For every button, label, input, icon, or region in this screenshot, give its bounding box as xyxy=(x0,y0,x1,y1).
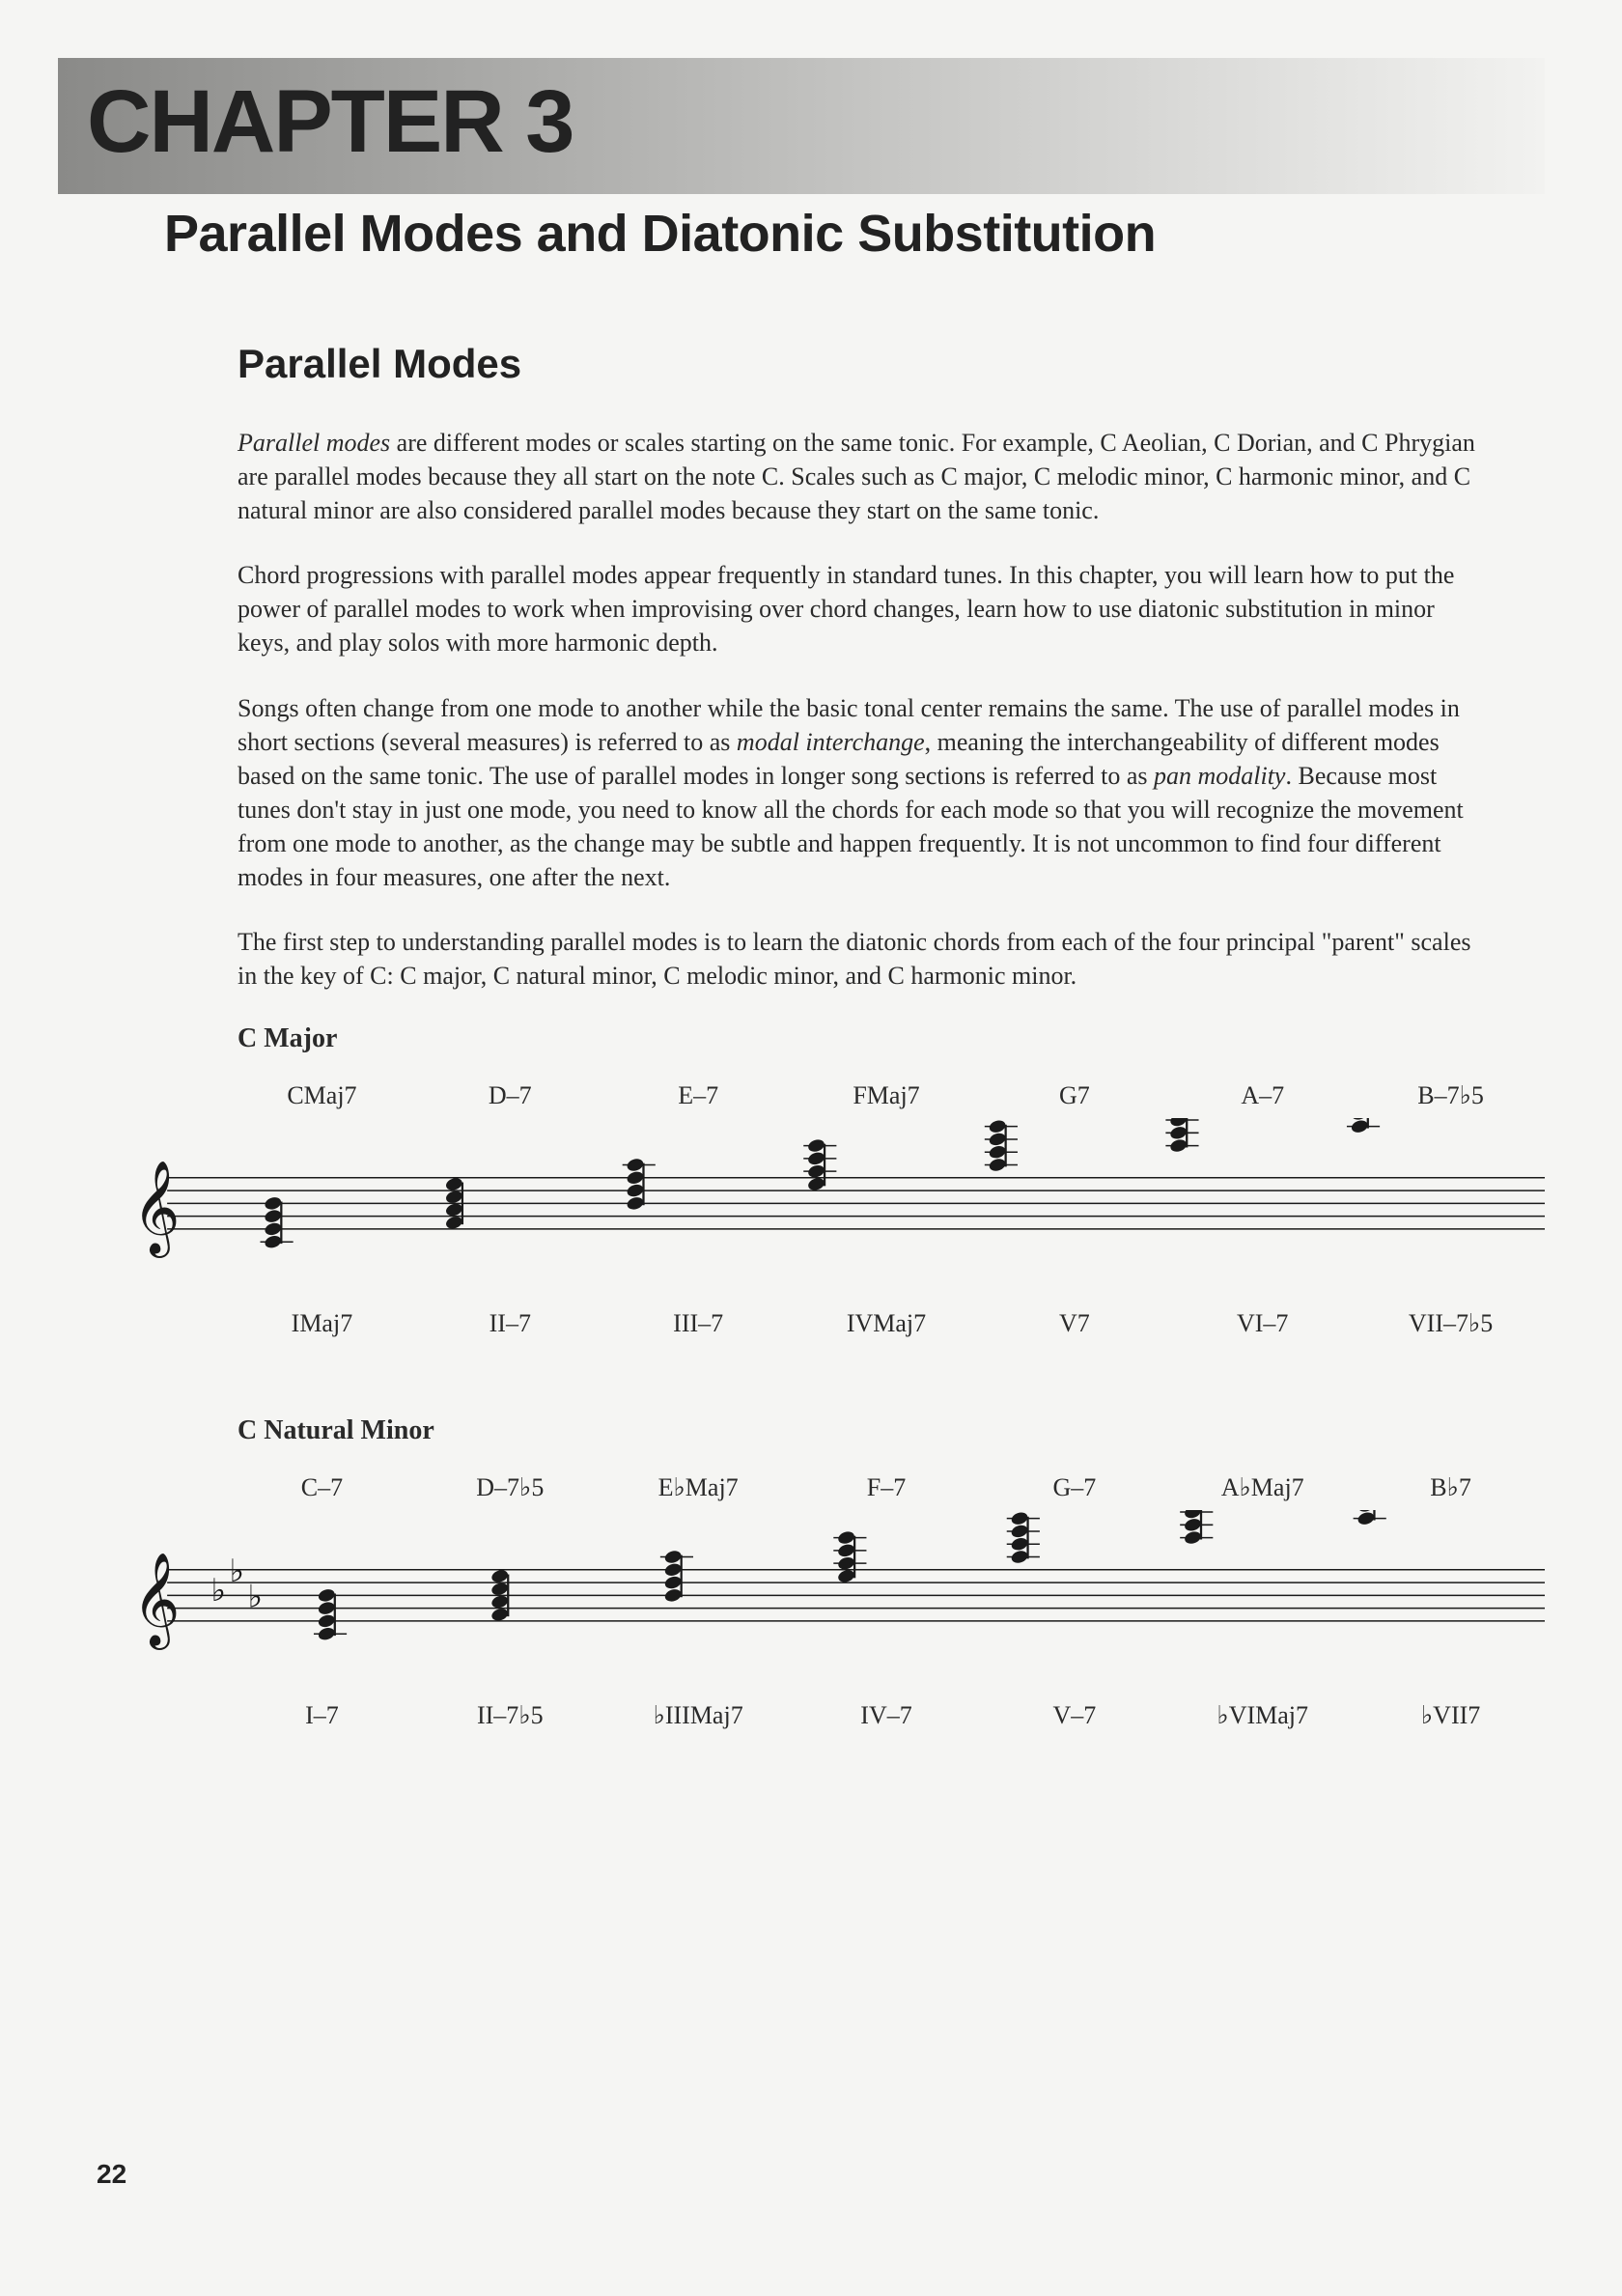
svg-text:♭: ♭ xyxy=(211,1573,226,1608)
svg-text:𝄞: 𝄞 xyxy=(132,1555,180,1650)
chord-label: ♭VII7 xyxy=(1356,1701,1545,1730)
scale-title-natminor: C Natural Minor xyxy=(58,1415,1545,1446)
chord-label: B–7♭5 xyxy=(1356,1081,1545,1110)
section-heading: Parallel Modes xyxy=(58,341,1545,387)
scale-title-major: C Major xyxy=(58,1023,1545,1054)
chord-label: IMaj7 xyxy=(228,1309,416,1338)
chord-label: I–7 xyxy=(228,1701,416,1730)
chord-label: IVMaj7 xyxy=(793,1309,981,1338)
chapter-subtitle: Parallel Modes and Diatonic Substitution xyxy=(58,204,1545,264)
chord-label: B♭7 xyxy=(1356,1473,1545,1502)
staff-svg-major: 𝄞 xyxy=(116,1118,1545,1302)
term-pan-modality: pan modality xyxy=(1154,762,1286,790)
chord-label: ♭IIIMaj7 xyxy=(604,1701,793,1730)
svg-text:♭: ♭ xyxy=(248,1580,263,1614)
paragraph-2: Chord progressions with parallel modes a… xyxy=(238,558,1487,659)
chord-labels-bottom-major: IMaj7II–7III–7IVMaj7V7VI–7VII–7♭5 xyxy=(116,1309,1545,1338)
paragraph-4: The first step to understanding parallel… xyxy=(238,925,1487,993)
chord-label: VII–7♭5 xyxy=(1356,1309,1545,1338)
chord-labels-top-major: CMaj7D–7E–7FMaj7G7A–7B–7♭5 xyxy=(116,1081,1545,1110)
chord-label: III–7 xyxy=(604,1309,793,1338)
chord-label: E♭Maj7 xyxy=(604,1473,793,1502)
chapter-label: CHAPTER 3 xyxy=(87,71,1516,173)
term-parallel-modes: Parallel modes xyxy=(238,429,390,457)
paragraph-3: Songs often change from one mode to anot… xyxy=(238,691,1487,895)
chord-label: II–7 xyxy=(416,1309,604,1338)
chord-label: G7 xyxy=(980,1081,1168,1110)
page-number: 22 xyxy=(97,2159,126,2190)
chord-label: VI–7 xyxy=(1168,1309,1356,1338)
staff-svg-natminor: 𝄞♭♭♭ xyxy=(116,1510,1545,1694)
chord-label: G–7 xyxy=(980,1473,1168,1502)
chord-label: A–7 xyxy=(1168,1081,1356,1110)
chord-label: V7 xyxy=(980,1309,1168,1338)
chord-labels-bottom-natminor: I–7II–7♭5♭IIIMaj7IV–7V–7♭VIMaj7♭VII7 xyxy=(116,1701,1545,1730)
svg-text:𝄞: 𝄞 xyxy=(132,1163,180,1258)
chord-label: FMaj7 xyxy=(793,1081,981,1110)
chord-label: E–7 xyxy=(604,1081,793,1110)
chapter-banner: CHAPTER 3 xyxy=(58,58,1545,194)
chord-label: V–7 xyxy=(980,1701,1168,1730)
chord-label: ♭VIMaj7 xyxy=(1168,1701,1356,1730)
chord-label: IV–7 xyxy=(793,1701,981,1730)
chord-labels-top-natminor: C–7D–7♭5E♭Maj7F–7G–7A♭Maj7B♭7 xyxy=(116,1473,1545,1502)
term-modal-interchange: modal interchange xyxy=(737,728,925,756)
chord-label: CMaj7 xyxy=(228,1081,416,1110)
chord-label: A♭Maj7 xyxy=(1168,1473,1356,1502)
chord-label: D–7 xyxy=(416,1081,604,1110)
paragraph-1-rest: are different modes or scales starting o… xyxy=(238,429,1475,524)
chord-label: II–7♭5 xyxy=(416,1701,604,1730)
staff-c-natminor: C–7D–7♭5E♭Maj7F–7G–7A♭Maj7B♭7 𝄞♭♭♭ I–7II… xyxy=(58,1473,1545,1730)
body-text: Parallel modes are different modes or sc… xyxy=(58,426,1545,993)
chord-label: F–7 xyxy=(793,1473,981,1502)
chord-label: D–7♭5 xyxy=(416,1473,604,1502)
chord-label: C–7 xyxy=(228,1473,416,1502)
svg-text:♭: ♭ xyxy=(230,1554,244,1588)
paragraph-1: Parallel modes are different modes or sc… xyxy=(238,426,1487,527)
staff-c-major: CMaj7D–7E–7FMaj7G7A–7B–7♭5 𝄞 IMaj7II–7II… xyxy=(58,1081,1545,1338)
